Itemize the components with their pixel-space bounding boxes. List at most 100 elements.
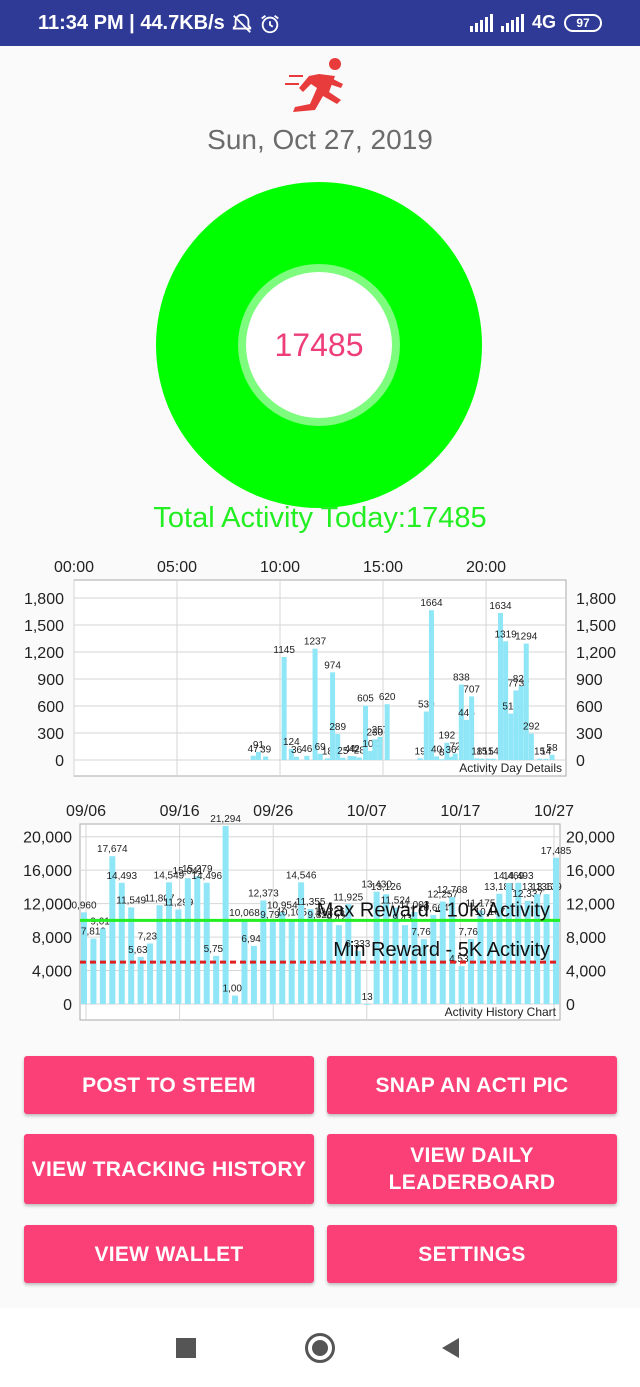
y-tick-label-right: 16,000 bbox=[566, 863, 615, 880]
y-tick-label-left: 12,000 bbox=[23, 897, 72, 914]
y-tick-label-right: 600 bbox=[576, 699, 603, 716]
bar-label: 605 bbox=[357, 694, 374, 705]
bar bbox=[194, 876, 201, 1004]
bar-label: 72 bbox=[450, 742, 462, 753]
status-left: 11:34 PM | 44.7KB/s bbox=[38, 12, 281, 35]
bar-label: 10,167 bbox=[475, 907, 506, 918]
bar-label: 1294 bbox=[515, 632, 538, 643]
bar bbox=[165, 882, 172, 1004]
x-tick-label: 10:00 bbox=[260, 559, 300, 576]
bar bbox=[326, 918, 333, 1004]
bar bbox=[90, 938, 97, 1004]
bar-label: 1664 bbox=[420, 598, 443, 609]
bar bbox=[444, 742, 450, 760]
bar bbox=[434, 756, 440, 760]
bar-label: 124 bbox=[283, 737, 300, 748]
bar bbox=[335, 925, 342, 1004]
bar bbox=[486, 918, 493, 1004]
settings-button[interactable]: SETTINGS bbox=[327, 1225, 617, 1283]
bar-label: 15 bbox=[483, 747, 495, 758]
bar-label: 0,960 bbox=[71, 900, 96, 911]
y-tick-label-left: 900 bbox=[37, 672, 64, 689]
bar bbox=[317, 753, 323, 760]
post-to-steem-button[interactable]: POST TO STEEM bbox=[24, 1056, 314, 1114]
bar bbox=[156, 905, 163, 1004]
bar-label: 14 bbox=[488, 747, 500, 758]
bar bbox=[81, 912, 87, 1004]
network-type: 4G bbox=[531, 12, 556, 32]
bar-label: 9,426 bbox=[326, 913, 351, 924]
bar bbox=[335, 733, 341, 760]
bar bbox=[99, 928, 106, 1004]
view-tracking-history-button[interactable]: VIEW TRACKING HISTORY bbox=[24, 1134, 314, 1204]
bar-label: 17,485 bbox=[541, 846, 572, 857]
bar-label: 10,068 bbox=[229, 908, 260, 919]
step-count: 17485 bbox=[274, 326, 364, 363]
bar-label: 21,294 bbox=[210, 814, 241, 825]
bar-label: 446 bbox=[458, 708, 475, 719]
bar-label: 6,940 bbox=[241, 934, 266, 945]
bar bbox=[515, 882, 522, 1004]
bar-label: 14,549 bbox=[154, 870, 185, 881]
bar bbox=[468, 939, 475, 1004]
y-tick-label-right: 4,000 bbox=[566, 964, 606, 981]
bar-label: 10,954 bbox=[267, 900, 298, 911]
x-tick-label: 10/07 bbox=[347, 803, 387, 820]
bar bbox=[147, 943, 154, 1004]
bar bbox=[203, 882, 210, 1004]
bar-label: 13 bbox=[362, 992, 374, 1003]
battery-icon: 97 bbox=[564, 13, 602, 32]
bar-label: 10,105 bbox=[276, 907, 307, 918]
bar bbox=[222, 825, 229, 1004]
bar bbox=[518, 686, 524, 760]
bar bbox=[469, 696, 475, 760]
bar bbox=[490, 758, 496, 760]
status-time-speed: 11:34 PM | 44.7KB/s bbox=[38, 12, 225, 34]
bar bbox=[503, 641, 509, 760]
bar bbox=[307, 909, 314, 1004]
bar bbox=[109, 856, 116, 1004]
bar-label: 7,763 bbox=[411, 927, 436, 938]
y-tick-label-left: 4,000 bbox=[32, 964, 72, 981]
bar bbox=[417, 758, 423, 760]
bar-label: 15 bbox=[476, 747, 488, 758]
bar bbox=[463, 719, 469, 760]
stop-square-icon[interactable] bbox=[176, 1338, 196, 1358]
bar bbox=[118, 882, 125, 1004]
bar-label: 230 bbox=[366, 727, 383, 738]
bar-label: 6,333 bbox=[345, 939, 370, 950]
bar-label: 7,819 bbox=[81, 927, 106, 938]
bar-label: 516 bbox=[502, 702, 519, 713]
snap-acti-pic-button[interactable]: SNAP AN ACTI PIC bbox=[327, 1056, 617, 1114]
bar bbox=[411, 911, 418, 1004]
bar-label: 9,828 bbox=[307, 910, 332, 921]
bar-label: 15,041 bbox=[173, 866, 204, 877]
y-tick-label-right: 12,000 bbox=[566, 897, 615, 914]
back-triangle-icon[interactable] bbox=[442, 1338, 459, 1358]
bar-label: 773 bbox=[508, 678, 525, 689]
bar-label: 42 bbox=[349, 744, 361, 755]
view-wallet-button[interactable]: VIEW WALLET bbox=[24, 1225, 314, 1283]
view-daily-leaderboard-button[interactable]: VIEW DAILY LEADERBOARD bbox=[327, 1134, 617, 1204]
bar bbox=[534, 894, 541, 1004]
x-tick-label: 09/26 bbox=[253, 803, 293, 820]
chart-caption: Activity History Chart bbox=[445, 1005, 557, 1019]
home-circle-icon[interactable] bbox=[305, 1333, 335, 1363]
bar bbox=[543, 758, 549, 760]
bar-label: 11,175 bbox=[466, 899, 496, 910]
status-bar: 11:34 PM | 44.7KB/s 4G 97 bbox=[0, 0, 640, 46]
bar bbox=[368, 751, 374, 760]
alarm-clock-icon bbox=[261, 14, 279, 33]
bar-label: 14 bbox=[540, 747, 552, 758]
x-tick-label: 20:00 bbox=[466, 559, 506, 576]
bar bbox=[347, 756, 353, 760]
bar bbox=[263, 756, 269, 760]
bar-label: 5,632 bbox=[128, 945, 153, 956]
x-tick-label: 00:00 bbox=[54, 559, 94, 576]
y-tick-label-right: 900 bbox=[576, 672, 603, 689]
bar-label: 821 bbox=[513, 674, 530, 685]
x-tick-label: 15:00 bbox=[363, 559, 403, 576]
bar bbox=[373, 891, 380, 1004]
bar bbox=[384, 704, 390, 760]
y-tick-label-left: 20,000 bbox=[23, 830, 72, 847]
